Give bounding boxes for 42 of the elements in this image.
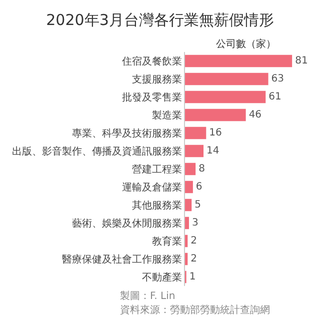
source-note: 資料來源：勞動部勞動統計查詢網: [120, 304, 270, 316]
chart-title: 2020年3月台灣各行業無薪假情形: [46, 10, 274, 29]
data-label: 16: [209, 128, 222, 138]
data-label: 5: [194, 200, 201, 210]
bar: [185, 180, 193, 194]
data-label: 3: [192, 218, 198, 228]
bar: [185, 126, 206, 140]
y-tick-label: 不動產業: [142, 272, 182, 284]
data-label: 1: [189, 272, 196, 282]
data-label: 63: [271, 74, 284, 84]
bar: [185, 198, 192, 212]
bar: [185, 72, 268, 86]
data-label: 81: [295, 56, 308, 66]
bar: [185, 54, 292, 68]
chart-subtitle: 公司數（家）: [216, 38, 276, 50]
bar: [185, 234, 188, 248]
data-label: 8: [198, 164, 205, 174]
bar: [185, 108, 246, 122]
text: 製圖：F. Lin: [120, 290, 176, 302]
bar: [185, 144, 204, 158]
y-tick-label: 藝術、娛樂及休閒服務業: [72, 218, 182, 230]
y-tick-label: 支援服務業: [132, 74, 182, 86]
data-label: 14: [206, 146, 220, 156]
y-tick-label: 醫療保健及社會工作服務業: [62, 254, 182, 266]
data-label: 61: [268, 92, 282, 102]
y-tick-label: 其他服務業: [132, 200, 182, 212]
y-tick-label: 批發及零售業: [122, 92, 182, 104]
bar: [185, 90, 266, 104]
bar: [185, 216, 189, 230]
y-tick-label: 教育業: [152, 236, 182, 248]
data-label: 2: [190, 236, 198, 246]
data-label: 2: [190, 254, 198, 264]
y-tick-label: 製造業: [152, 110, 182, 122]
y-tick-label: 出版、影音製作、傳播及資通訊服務業: [12, 146, 182, 158]
y-tick-label: 營建工程業: [132, 164, 182, 176]
y-tick-label: 專業、科學及技術服務業: [72, 128, 182, 140]
bar: [185, 162, 196, 176]
data-label: 46: [248, 110, 262, 120]
y-tick-label: 住宿及餐飲業: [122, 56, 182, 68]
y-tick-label: 運輸及倉儲業: [122, 182, 182, 194]
data-label: 6: [196, 182, 202, 192]
bar: [185, 252, 188, 266]
